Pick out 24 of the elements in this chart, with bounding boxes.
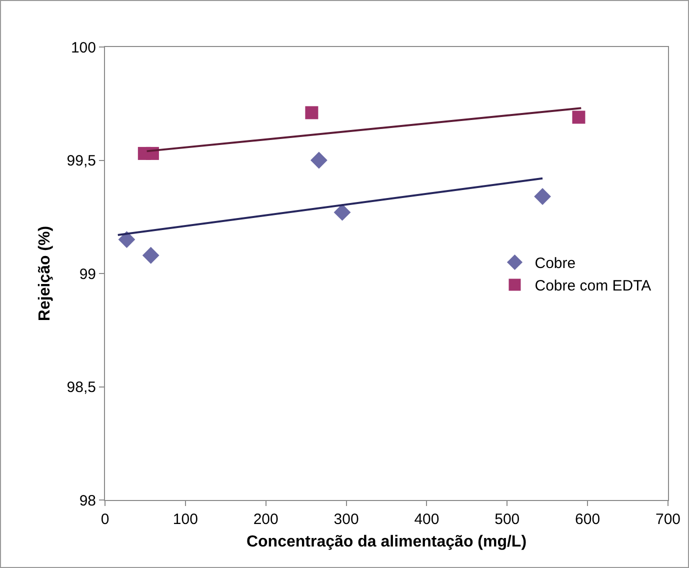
y-tick-label: 99	[79, 266, 96, 283]
x-tick-label: 600	[575, 511, 600, 528]
point	[305, 106, 318, 120]
y-tick-label: 98,5	[66, 379, 96, 396]
x-tick-label: 400	[414, 511, 440, 528]
x-tick-label: 100	[172, 511, 198, 528]
x-tick-label: 200	[253, 511, 278, 528]
x-tick-label: 0	[100, 511, 110, 528]
point	[572, 110, 586, 124]
point	[310, 152, 328, 169]
point	[118, 231, 136, 248]
y-tick-label: 99,5	[66, 152, 96, 170]
x-tick-label: 500	[494, 511, 520, 528]
legend-label: Cobre	[534, 255, 576, 272]
y-tick-label: 98	[79, 492, 96, 510]
x-tick-label: 300	[334, 511, 359, 528]
y-axis-title: Rejeição (%)	[36, 226, 54, 322]
legend-label: Cobre com EDTA	[534, 278, 652, 295]
point	[142, 246, 160, 264]
point	[534, 188, 551, 205]
y-tick-label: 100	[70, 39, 96, 56]
x-tick-label: 700	[655, 511, 681, 528]
point	[334, 204, 351, 221]
x-axis-title: Concentração da alimentação (mg/L)	[246, 534, 527, 551]
